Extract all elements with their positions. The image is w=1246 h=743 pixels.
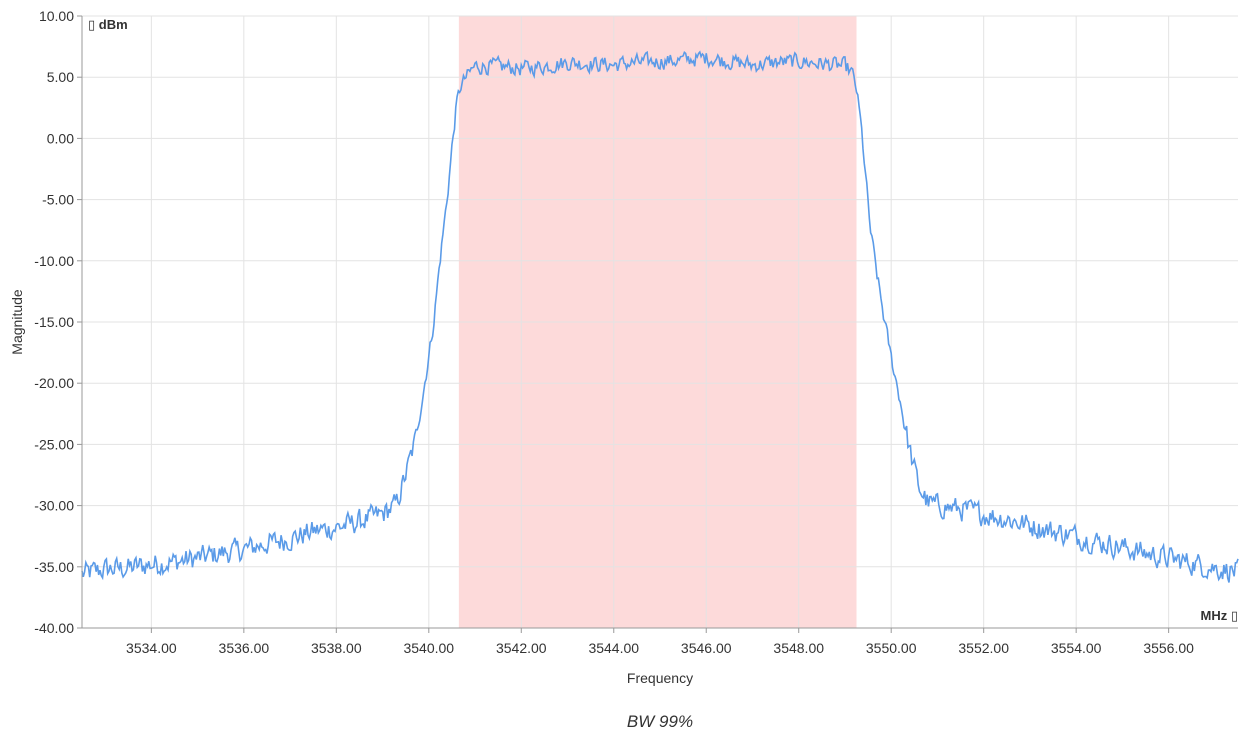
y-tick-label: 0.00: [47, 130, 74, 146]
x-tick-label: 3540.00: [403, 640, 454, 656]
x-tick-label: 3538.00: [311, 640, 362, 656]
x-tick-label: 3536.00: [219, 640, 270, 656]
x-tick-label: 3542.00: [496, 640, 547, 656]
y-axis-title: Magnitude: [9, 289, 25, 355]
x-unit-label: MHz ▯: [1201, 608, 1238, 623]
y-unit-label: ▯ dBm: [88, 17, 128, 32]
y-tick-label: -30.00: [34, 498, 74, 514]
y-tick-label: -5.00: [42, 192, 74, 208]
x-tick-label: 3552.00: [958, 640, 1009, 656]
y-tick-label: -10.00: [34, 253, 74, 269]
y-tick-label: 10.00: [39, 8, 74, 24]
series-line: [81, 50, 1239, 583]
x-tick-label: 3546.00: [681, 640, 732, 656]
y-tick-label: -35.00: [34, 559, 74, 575]
x-axis-ticks: 3534.00 3536.00 3538.00 3540.00 3542.00 3544.…: [126, 628, 1194, 656]
x-axis-title: Frequency: [627, 670, 693, 686]
chart-caption: BW 99%: [627, 712, 693, 731]
y-tick-label: -40.00: [34, 620, 74, 636]
x-tick-label: 3550.00: [866, 640, 917, 656]
x-tick-label: 3544.00: [588, 640, 639, 656]
x-tick-label: 3556.00: [1143, 640, 1194, 656]
x-tick-label: 3534.00: [126, 640, 177, 656]
y-tick-label: 5.00: [47, 69, 74, 85]
x-tick-label: 3554.00: [1051, 640, 1102, 656]
y-tick-label: -15.00: [34, 314, 74, 330]
x-tick-label: 3548.00: [773, 640, 824, 656]
y-tick-label: -20.00: [34, 375, 74, 391]
y-axis-ticks: 10.00 5.00 0.00 -5.00 -10.00 -15.00 -20.00 -25.…: [34, 8, 82, 636]
y-tick-label: -25.00: [34, 436, 74, 452]
